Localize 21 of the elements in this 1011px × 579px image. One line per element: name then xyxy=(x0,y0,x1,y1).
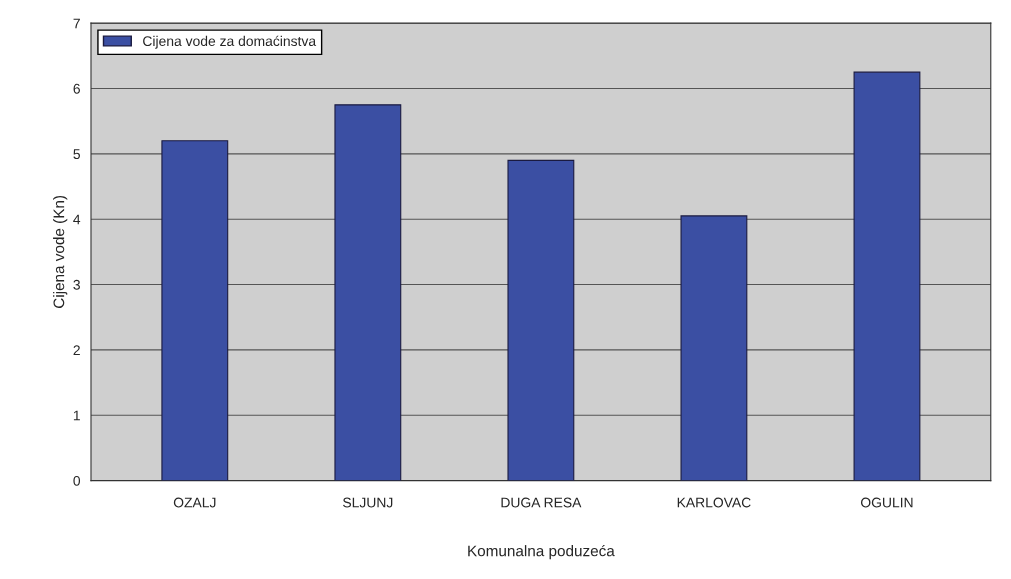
y-tick-label: 7 xyxy=(73,18,80,29)
x-tick-label: KARLOVAC xyxy=(677,497,751,508)
bar xyxy=(334,104,402,481)
y-tick-label: 2 xyxy=(73,345,80,355)
legend-label: Cijena vode za domaćinstva xyxy=(143,35,317,49)
y-tick-label: 1 xyxy=(73,410,80,421)
y-tick-label: 4 xyxy=(73,214,81,225)
x-axis-title: Komunalna poduzeća xyxy=(468,544,615,560)
bar xyxy=(680,215,748,481)
x-tick-label: SLJUNJ xyxy=(343,497,393,508)
y-axis-title: Cijena vode (Kn) xyxy=(53,195,68,308)
x-tick-label: DUGA RESA xyxy=(501,497,582,508)
x-tick-label: OGULIN xyxy=(860,497,913,508)
bar xyxy=(853,71,921,481)
bar xyxy=(507,159,575,481)
y-tick-label: 5 xyxy=(73,149,80,160)
x-tick-label: OZALJ xyxy=(173,497,216,508)
bar xyxy=(161,140,229,481)
y-tick-label: 6 xyxy=(73,83,80,94)
y-tick-label: 0 xyxy=(73,475,81,486)
y-tick-label: 3 xyxy=(73,279,80,290)
